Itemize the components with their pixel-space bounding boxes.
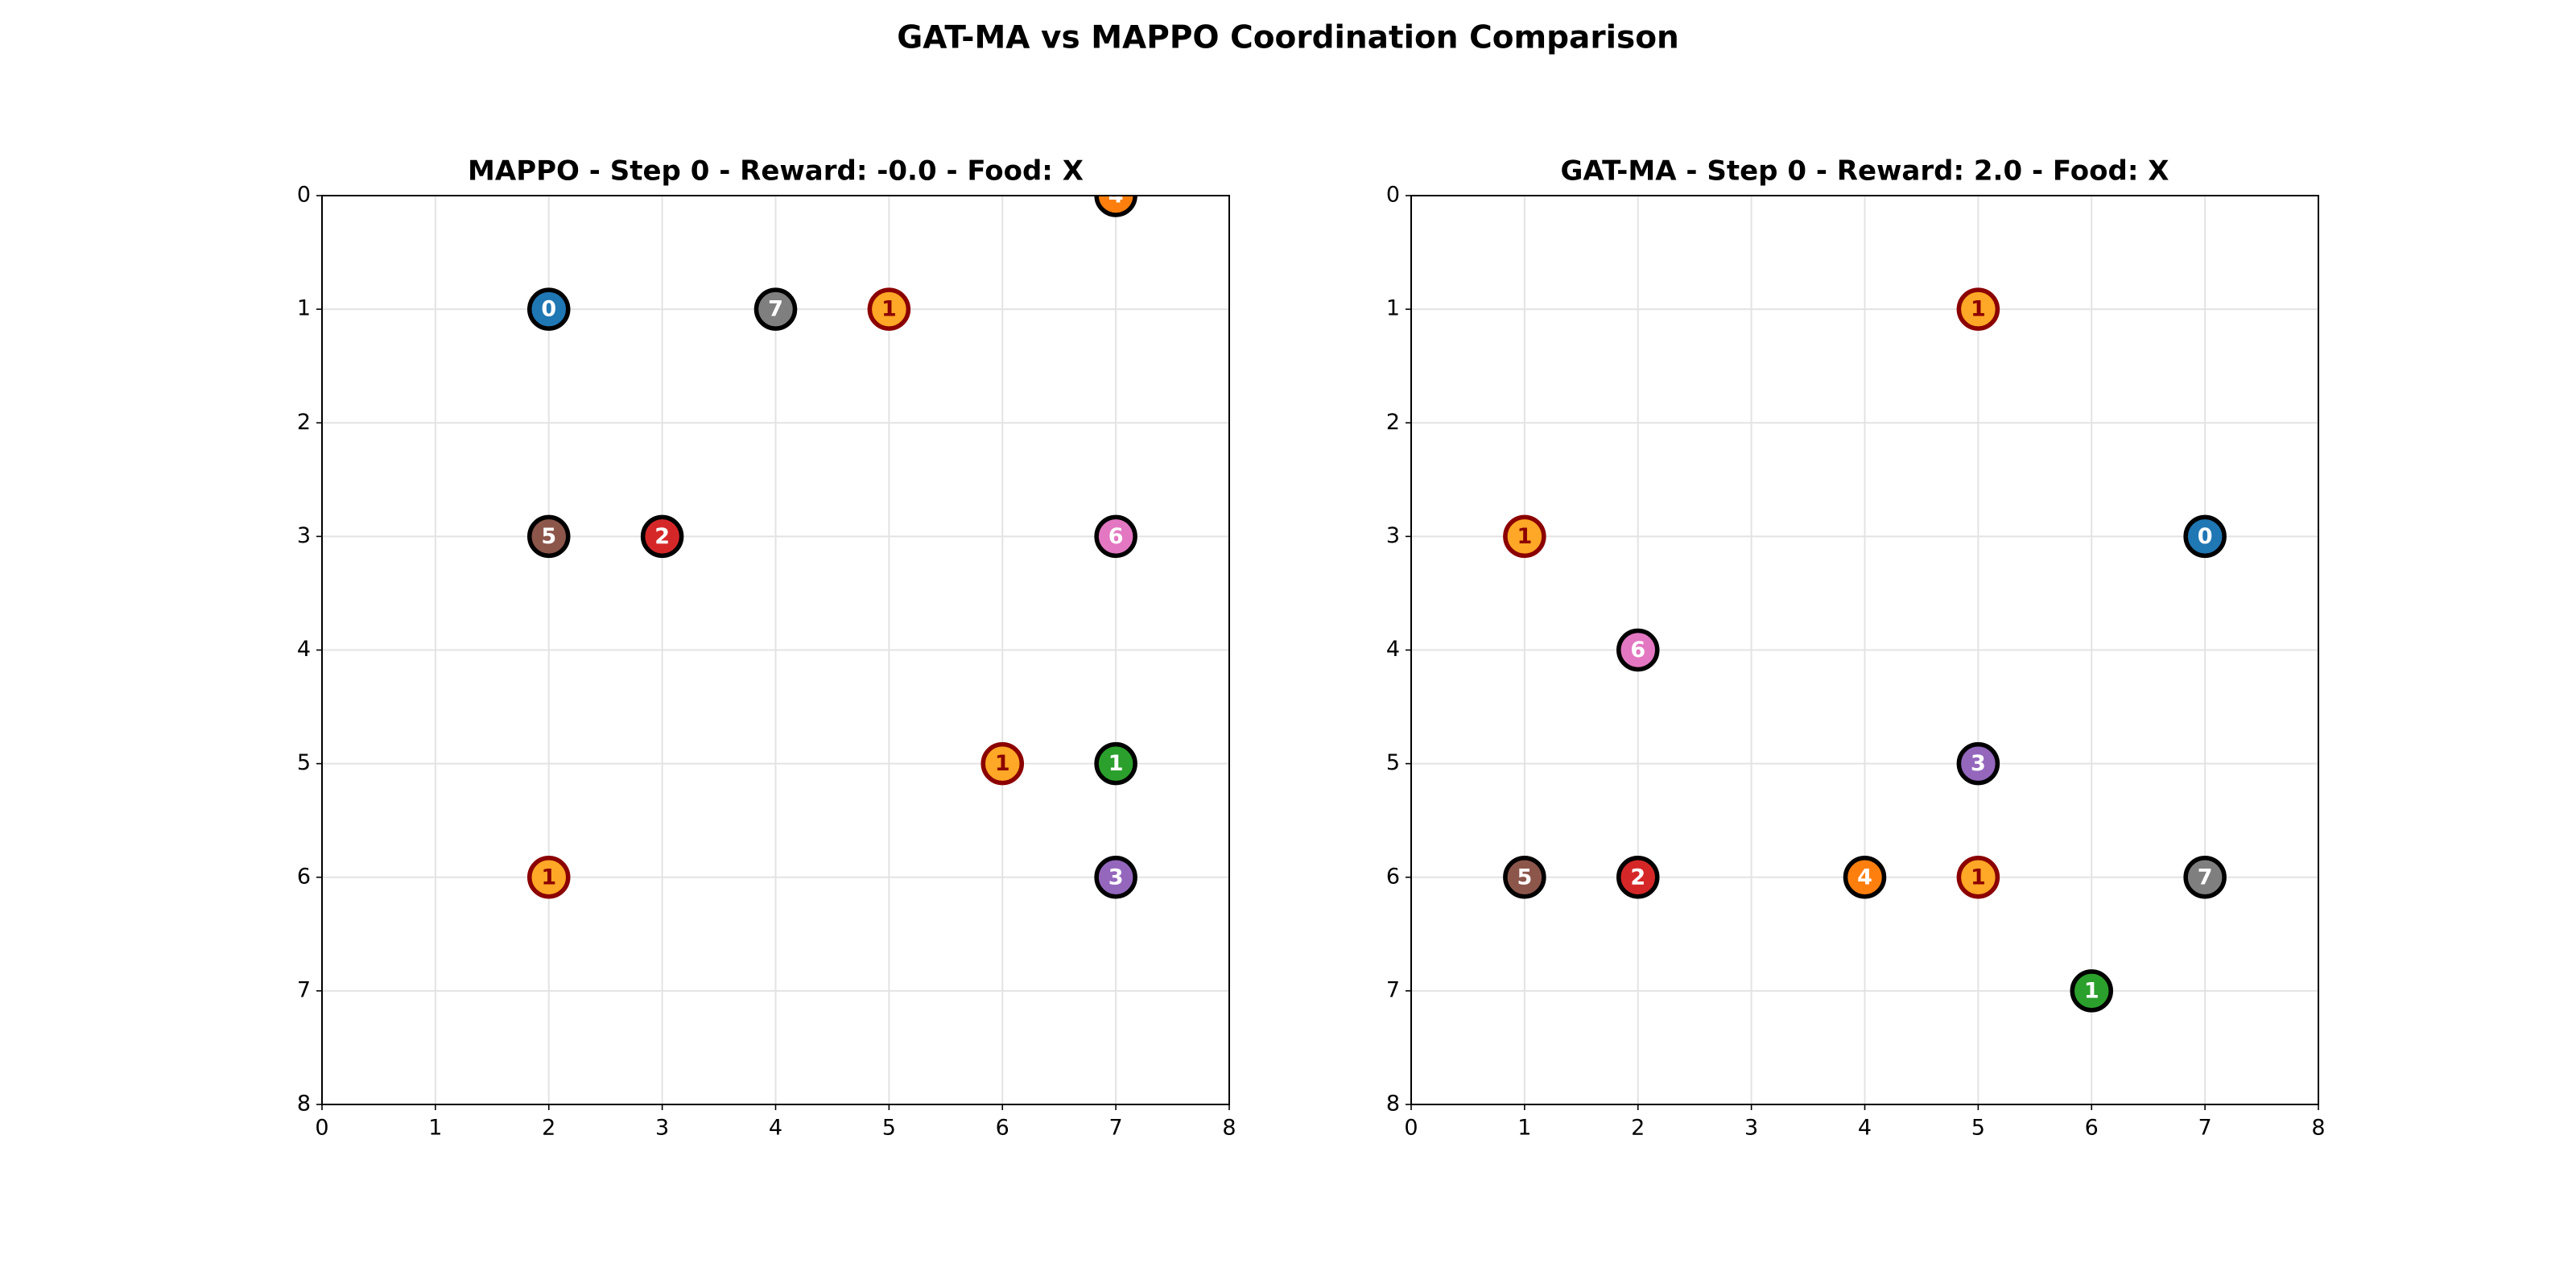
y-tick-label: 4 <box>297 637 311 662</box>
y-tick-label: 3 <box>297 523 311 548</box>
subplot-title: MAPPO - Step 0 - Reward: -0.0 - Food: X <box>468 155 1084 188</box>
x-tick-label: 0 <box>315 1116 328 1141</box>
marker-label: 6 <box>1108 524 1124 549</box>
marker-label: 1 <box>1108 751 1124 776</box>
marker-label: 3 <box>1108 865 1124 890</box>
marker <box>527 514 571 559</box>
marker-label: 1 <box>1971 297 1986 322</box>
marker <box>2183 856 2227 899</box>
marker <box>753 287 798 331</box>
x-tick-label: 7 <box>2198 1116 2212 1141</box>
marker <box>1616 856 1660 899</box>
x-tick-label: 3 <box>1744 1116 1758 1141</box>
marker <box>2070 969 2113 1013</box>
y-tick-label: 1 <box>1386 296 1400 321</box>
marker-label: 0 <box>2198 524 2213 549</box>
marker-label: 7 <box>2198 865 2213 890</box>
marker <box>527 856 571 899</box>
marker <box>980 741 1024 786</box>
marker-label: 1 <box>995 751 1010 776</box>
marker-label: 2 <box>1630 865 1645 890</box>
marker-label: 1 <box>1517 524 1532 549</box>
y-tick-label: 8 <box>297 1092 311 1117</box>
x-tick-label: 2 <box>1631 1116 1645 1141</box>
subplot: GAT-MA - Step 0 - Reward: 2.0 - Food: X 0… <box>1386 155 2326 1141</box>
y-tick-label: 6 <box>297 864 311 889</box>
subplot: MAPPO - Step 0 - Reward: -0.0 - Food: X 0… <box>297 155 1236 1141</box>
y-tick-label: 7 <box>297 977 311 1002</box>
x-tick-label: 3 <box>655 1116 669 1141</box>
y-tick-label: 0 <box>1386 183 1400 208</box>
marker-label: 5 <box>1517 865 1532 890</box>
points: 1 1 0 6 3 5 2 4 1 7 1 <box>1503 287 2227 1013</box>
y-tick-label: 1 <box>297 296 311 321</box>
y-tick-label: 3 <box>1386 523 1400 548</box>
marker-label: 1 <box>2084 978 2099 1003</box>
marker <box>527 287 571 331</box>
marker-label: 0 <box>541 297 556 322</box>
marker <box>1616 628 1660 672</box>
marker <box>1094 741 1137 786</box>
marker-label: 1 <box>881 297 897 322</box>
y-tick-label: 7 <box>1386 977 1400 1002</box>
subplot-title: GAT-MA - Step 0 - Reward: 2.0 - Food: X <box>1561 155 2169 188</box>
marker <box>2183 514 2227 559</box>
x-tick-label: 6 <box>996 1116 1009 1141</box>
marker-label: 2 <box>654 524 670 549</box>
marker <box>1956 741 2000 786</box>
x-tick-label: 1 <box>428 1116 442 1141</box>
points: 4 0 7 1 5 2 6 1 1 1 3 <box>527 184 1137 899</box>
y-tick-label: 4 <box>1386 637 1400 662</box>
x-tick-label: 2 <box>542 1116 555 1141</box>
y-tick-label: 2 <box>297 410 311 435</box>
x-tick-label: 7 <box>1109 1116 1123 1141</box>
marker <box>1956 287 2000 331</box>
x-tick-label: 4 <box>769 1116 782 1141</box>
x-tick-label: 6 <box>2085 1116 2099 1141</box>
x-tick-label: 8 <box>2311 1116 2325 1141</box>
x-tick-label: 1 <box>1517 1116 1531 1141</box>
marker-label: 5 <box>541 524 556 549</box>
axes-frame <box>1410 195 2319 1105</box>
x-tick-label: 0 <box>1404 1116 1418 1141</box>
marker <box>640 514 684 559</box>
marker <box>1503 514 1546 559</box>
marker <box>1956 856 2000 899</box>
x-tick-label: 8 <box>1222 1116 1236 1141</box>
x-tick-label: 5 <box>882 1116 896 1141</box>
marker-label: 3 <box>1971 751 1986 776</box>
axes-frame <box>321 195 1230 1105</box>
marker <box>1094 196 1137 217</box>
marker <box>1503 856 1546 899</box>
marker-label: 4 <box>1857 865 1872 890</box>
figure-title: GAT-MA vs MAPPO Coordination Comparison <box>897 20 1679 56</box>
marker-label: 4 <box>1108 184 1124 208</box>
y-tick-label: 5 <box>297 750 311 775</box>
marker-label: 1 <box>541 865 556 890</box>
x-tick-label: 5 <box>1971 1116 1985 1141</box>
y-tick-label: 5 <box>1386 750 1400 775</box>
marker <box>1094 856 1137 899</box>
marker-label: 7 <box>768 297 783 322</box>
marker <box>1843 856 1887 899</box>
marker <box>1094 514 1137 559</box>
x-tick-label: 4 <box>1858 1116 1872 1141</box>
marker <box>867 287 911 331</box>
y-tick-label: 6 <box>1386 864 1400 889</box>
marker-label: 1 <box>1971 865 1986 890</box>
marker-label: 6 <box>1630 638 1645 663</box>
y-tick-label: 8 <box>1386 1092 1400 1117</box>
y-tick-label: 0 <box>297 183 311 208</box>
y-tick-label: 2 <box>1386 410 1400 435</box>
